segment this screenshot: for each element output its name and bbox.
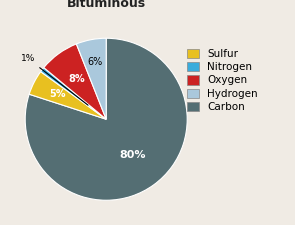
Wedge shape: [76, 38, 106, 119]
Legend: Sulfur, Nitrogen, Oxygen, Hydrogen, Carbon: Sulfur, Nitrogen, Oxygen, Hydrogen, Carb…: [186, 47, 259, 113]
Text: 8%: 8%: [68, 74, 85, 84]
Text: 5%: 5%: [49, 89, 65, 99]
Wedge shape: [41, 68, 106, 119]
Wedge shape: [25, 38, 187, 200]
Text: 1%: 1%: [21, 54, 88, 105]
Text: 6%: 6%: [88, 57, 103, 67]
Wedge shape: [29, 72, 106, 119]
Wedge shape: [44, 44, 106, 119]
Text: 80%: 80%: [119, 150, 146, 160]
Title: Bituminous: Bituminous: [67, 0, 146, 10]
